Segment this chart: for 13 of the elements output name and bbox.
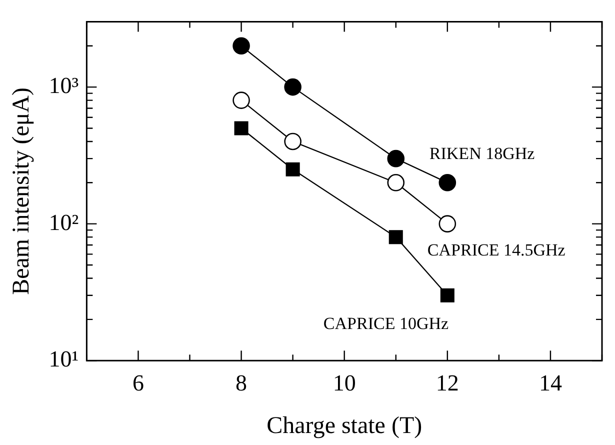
legend-label: CAPRICE 14.5GHz bbox=[427, 240, 566, 260]
series-label: RIKEN 18GHz bbox=[429, 144, 536, 164]
x-axis-title: Charge state (T) bbox=[266, 412, 422, 439]
y-axis-title: Beam intensity (eμA) bbox=[8, 87, 35, 295]
x-tick-label: 14 bbox=[538, 370, 562, 396]
x-tick-label: 12 bbox=[436, 370, 459, 396]
x-tick-label: 10 bbox=[332, 370, 356, 396]
y-tick-label: 10¹ bbox=[48, 346, 79, 372]
x-tick-label: 6 bbox=[132, 370, 144, 396]
y-tick-label: 10² bbox=[48, 210, 79, 235]
series-label: CAPRICE 10GHz bbox=[323, 314, 450, 333]
x-tick-label: 8 bbox=[236, 370, 248, 396]
y-tick-label: 10³ bbox=[48, 73, 79, 98]
